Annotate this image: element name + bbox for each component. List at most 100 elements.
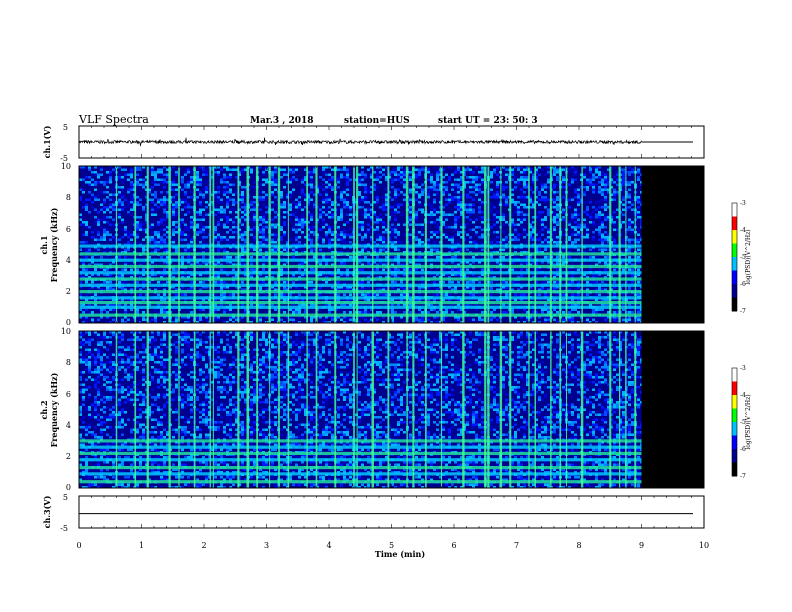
spectrogram-noise-cell xyxy=(85,273,88,276)
spectrogram-noise-cell xyxy=(445,173,448,176)
spectrogram-noise-cell xyxy=(190,206,193,209)
spectrogram-noise-cell xyxy=(328,166,331,169)
spectrogram-noise-cell xyxy=(400,173,403,176)
spectrogram-noise-cell xyxy=(106,263,109,266)
spectrogram-noise-cell xyxy=(610,273,613,276)
spectrogram-noise-cell xyxy=(271,183,274,186)
spectrogram-noise-cell xyxy=(136,273,139,276)
spectrogram-noise-cell xyxy=(253,183,256,186)
spectrogram-noise-cell xyxy=(217,251,220,254)
spectrogram-noise-cell xyxy=(466,168,469,171)
spectrogram-noise-cell xyxy=(409,281,412,284)
spectrogram-noise-cell xyxy=(265,211,268,214)
spectrogram-noise-cell xyxy=(301,191,304,194)
spectrogram-noise-cell xyxy=(631,208,634,211)
spectrogram-noise-cell xyxy=(451,251,454,254)
spectrogram-noise-cell xyxy=(616,233,619,236)
spectrogram-noise-cell xyxy=(364,213,367,216)
spectrogram-noise-cell xyxy=(94,203,97,206)
spectrogram-noise-cell xyxy=(226,181,229,184)
spectrogram-noise-cell xyxy=(331,203,334,206)
spectrogram-noise-cell xyxy=(502,188,505,191)
spectrogram-noise-cell xyxy=(262,216,265,219)
spectrogram-noise-cell xyxy=(136,201,139,204)
spectrogram-noise-cell xyxy=(181,276,184,279)
spectrogram-noise-cell xyxy=(232,218,235,221)
spectrogram-noise-cell xyxy=(370,211,373,214)
spectrogram-noise-cell xyxy=(418,193,421,196)
spectrogram-noise-cell xyxy=(391,273,394,276)
spectrogram-noise-cell xyxy=(502,183,505,186)
spectrogram-noise-cell xyxy=(304,261,307,264)
spectrogram-noise-cell xyxy=(433,276,436,279)
spectrogram-noise-cell xyxy=(100,273,103,276)
spectrogram-noise-cell xyxy=(265,181,268,184)
spectrogram-noise-cell xyxy=(586,233,589,236)
spectrogram-noise-cell xyxy=(430,186,433,189)
spectrogram-noise-cell xyxy=(469,208,472,211)
spectrogram-noise-cell xyxy=(310,228,313,231)
spectrogram-noise-cell xyxy=(577,196,580,199)
spectrogram-noise-cell xyxy=(271,186,274,189)
spectrogram-noise-cell xyxy=(91,251,94,254)
spectrogram-noise-cell xyxy=(391,281,394,284)
spectrogram-noise-cell xyxy=(283,213,286,216)
spectrogram-noise-cell xyxy=(328,226,331,229)
spectrogram-noise-cell xyxy=(433,211,436,214)
spectrogram-noise-cell xyxy=(184,268,187,271)
spectrogram-noise-cell xyxy=(184,171,187,174)
spectrogram-noise-cell xyxy=(151,231,154,234)
spectrogram-noise-cell xyxy=(124,203,127,206)
spectrogram-noise-cell xyxy=(598,213,601,216)
spectrogram-noise-cell xyxy=(463,273,466,276)
spectrogram-noise-cell xyxy=(391,181,394,184)
spectrogram-noise-cell xyxy=(427,203,430,206)
spectrogram-noise-cell xyxy=(103,273,106,276)
spectrogram-noise-cell xyxy=(274,223,277,226)
spectrogram-noise-cell xyxy=(547,201,550,204)
spectrogram-noise-cell xyxy=(598,223,601,226)
spectrogram-noise-cell xyxy=(595,276,598,279)
spectrogram-noise-cell xyxy=(436,251,439,254)
spectrogram-noise-cell xyxy=(265,241,268,244)
spectrogram-noise-cell xyxy=(358,176,361,179)
spectrogram-noise-cell xyxy=(361,221,364,224)
spectrogram-noise-cell xyxy=(244,218,247,221)
spectrogram-noise-cell xyxy=(526,181,529,184)
spectrogram-noise-cell xyxy=(526,241,529,244)
spectrogram-noise-cell xyxy=(253,186,256,189)
spectrogram-noise-cell xyxy=(586,178,589,181)
spectrogram-noise-cell xyxy=(607,213,610,216)
spectrogram-noise-cell xyxy=(592,276,595,279)
spectrogram-noise-cell xyxy=(163,196,166,199)
spectrogram-noise-cell xyxy=(460,188,463,191)
spectrogram-noise-cell xyxy=(544,186,547,189)
spectrogram-noise-cell xyxy=(457,273,460,276)
spectrogram-noise-cell xyxy=(298,228,301,231)
spectrogram-noise-cell xyxy=(283,201,286,204)
spectrogram-noise-cell xyxy=(451,238,454,241)
spectrogram-noise-cell xyxy=(463,183,466,186)
spectrogram-noise-cell xyxy=(184,183,187,186)
spectrogram-noise-cell xyxy=(145,196,148,199)
spectrogram-noise-cell xyxy=(463,226,466,229)
spectrogram-noise-cell xyxy=(358,173,361,176)
spectrogram-noise-cell xyxy=(469,256,472,259)
spectrogram-noise-cell xyxy=(103,211,106,214)
spectrogram-noise-cell xyxy=(481,191,484,194)
spectrogram-noise-cell xyxy=(196,216,199,219)
spectrogram-noise-cell xyxy=(511,221,514,224)
spectrogram-noise-cell xyxy=(310,218,313,221)
spectrogram-noise-cell xyxy=(346,203,349,206)
spectrogram-noise-cell xyxy=(202,226,205,229)
spectrogram-noise-cell xyxy=(214,231,217,234)
spectrogram-noise-cell xyxy=(367,268,370,271)
spectrogram-noise-cell xyxy=(577,193,580,196)
spectrogram-noise-cell xyxy=(586,213,589,216)
spectrogram-noise-cell xyxy=(85,188,88,191)
spectrogram-noise-cell xyxy=(103,208,106,211)
spectrogram-noise-cell xyxy=(241,193,244,196)
spectrogram-noise-cell xyxy=(211,178,214,181)
date-label: Mar.3 , 2018 xyxy=(250,116,314,126)
spectrogram-noise-cell xyxy=(493,216,496,219)
